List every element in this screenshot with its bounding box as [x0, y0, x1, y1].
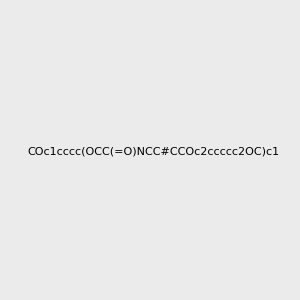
Text: COc1cccc(OCC(=O)NCC#CCOc2ccccc2OC)c1: COc1cccc(OCC(=O)NCC#CCOc2ccccc2OC)c1: [28, 146, 280, 157]
